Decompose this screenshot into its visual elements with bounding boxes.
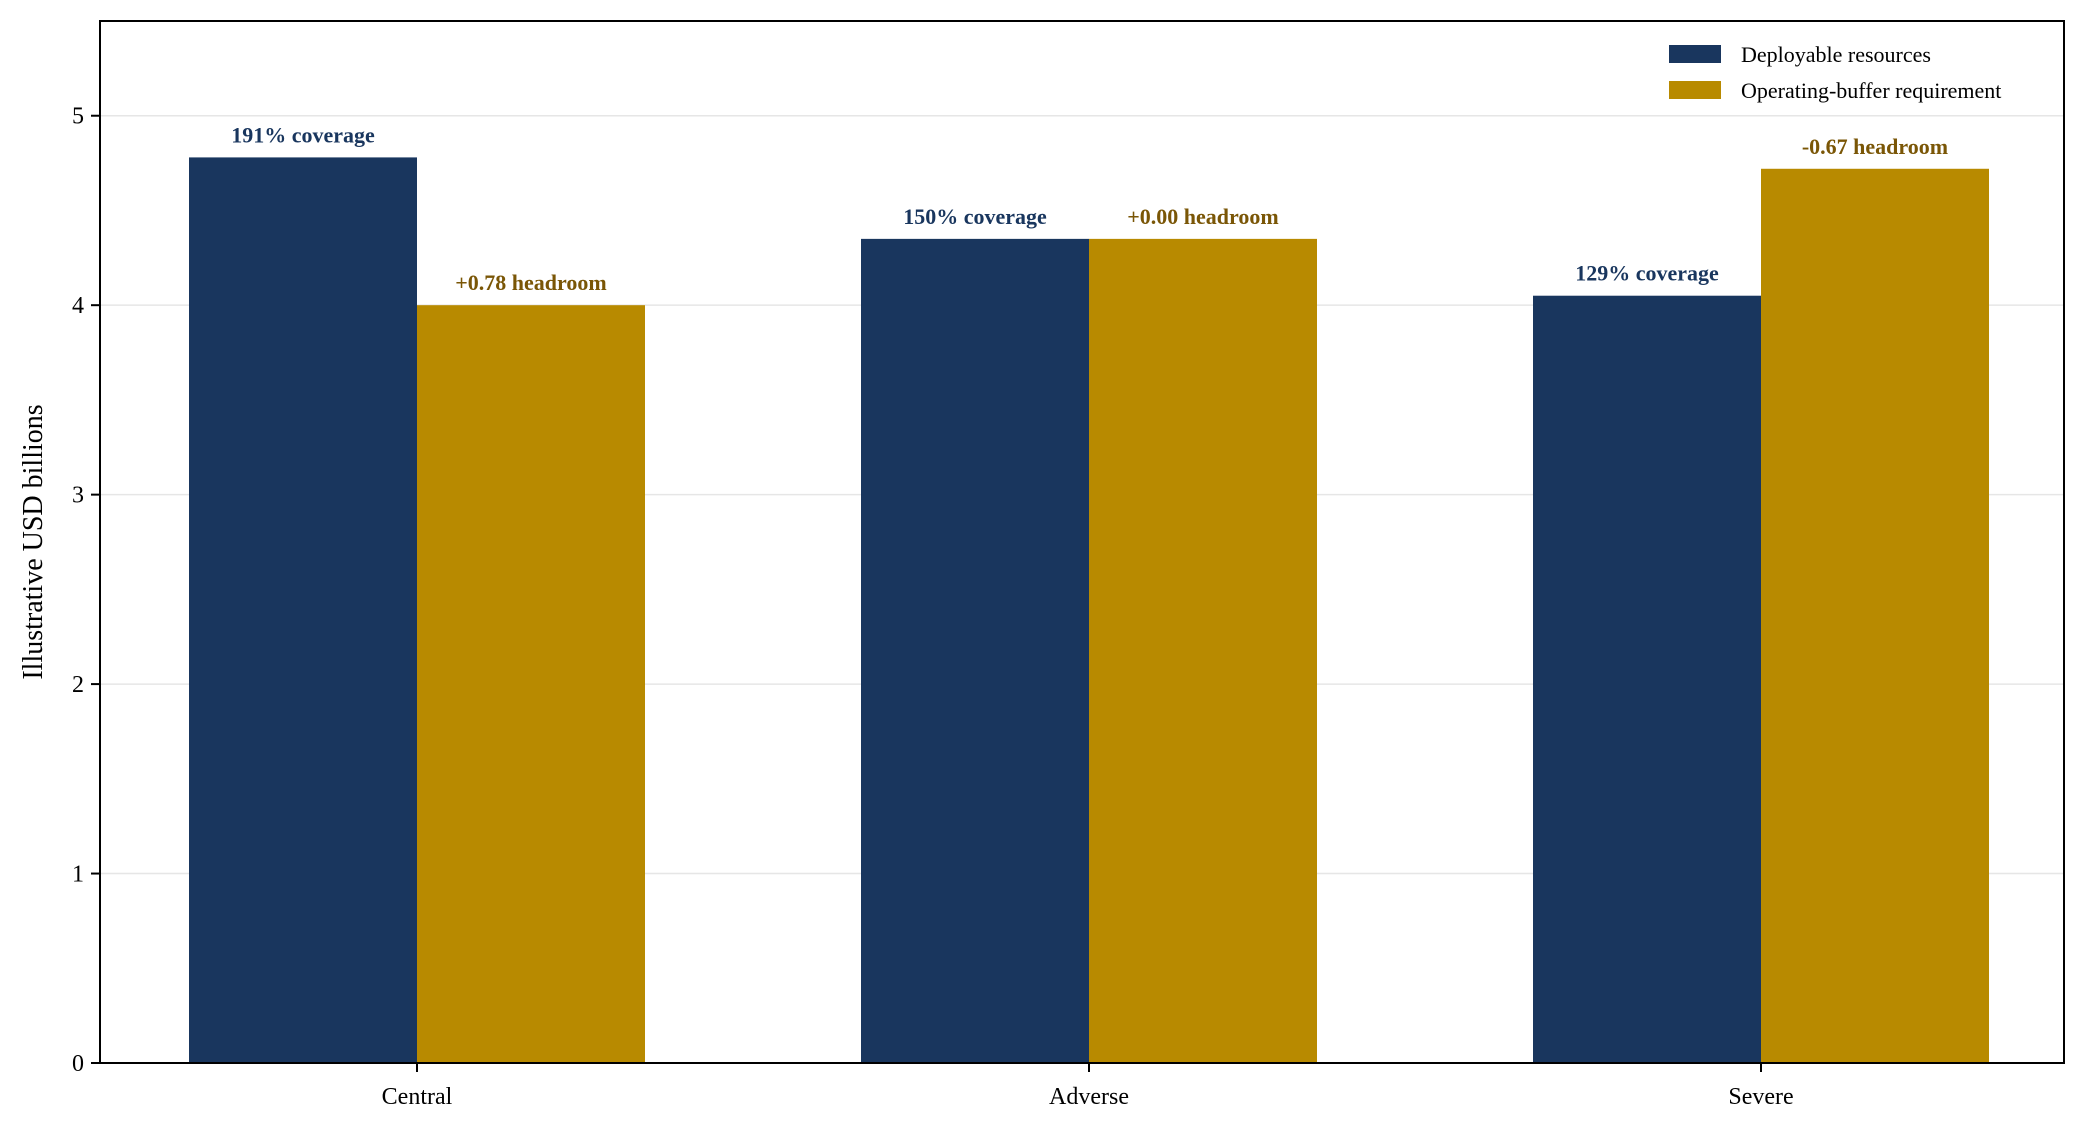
bar — [189, 157, 417, 1063]
bar — [861, 238, 1089, 1063]
legend-label: Deployable resources — [1741, 42, 1931, 67]
y-tick-label: 0 — [72, 1051, 84, 1077]
x-tick-label: Severe — [1728, 1084, 1793, 1110]
x-axis: Central Adverse Severe — [382, 1063, 1794, 1110]
bar-value-label: 191% coverage — [231, 122, 375, 147]
legend: Deployable resources Operating-buffer req… — [1669, 42, 2001, 103]
bar-value-label: +0.78 headroom — [455, 270, 606, 295]
bar-value-label: -0.67 headroom — [1802, 134, 1948, 159]
y-tick-label: 1 — [72, 862, 84, 888]
plot-frame — [99, 20, 2065, 1064]
bar-value-label: 150% coverage — [903, 204, 1047, 229]
bar — [1533, 295, 1761, 1063]
legend-swatch — [1669, 45, 1721, 63]
y-axis-title: Illustrative USD billions — [18, 404, 49, 679]
legend-label: Operating-buffer requirement — [1741, 78, 2001, 103]
bar-value-label: 129% coverage — [1575, 261, 1719, 286]
legend-swatch — [1669, 81, 1721, 99]
y-axis: 0 1 2 3 4 5 — [72, 104, 100, 1077]
bar — [1089, 238, 1317, 1063]
bar-labels: 191% coverage +0.78 headroom 150% coverage… — [231, 122, 1948, 295]
y-tick-label: 2 — [72, 672, 84, 698]
bar — [1761, 168, 1989, 1064]
y-tick-label: 3 — [72, 483, 84, 509]
bar — [417, 305, 645, 1063]
bars — [189, 157, 1989, 1064]
bar-value-label: +0.00 headroom — [1127, 204, 1278, 229]
x-tick-label: Central — [382, 1084, 453, 1110]
y-tick-label: 5 — [72, 104, 84, 130]
y-tick-label: 4 — [72, 293, 84, 319]
x-tick-label: Adverse — [1049, 1084, 1129, 1110]
